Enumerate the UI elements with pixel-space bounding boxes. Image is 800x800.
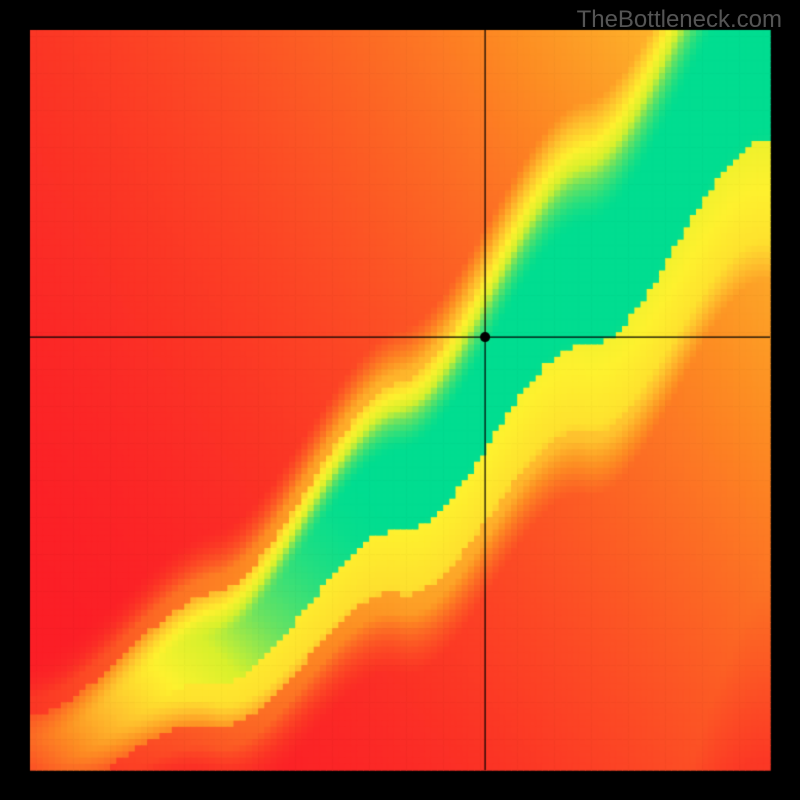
heatmap-canvas <box>0 0 800 800</box>
chart-container: TheBottleneck.com <box>0 0 800 800</box>
watermark-text: TheBottleneck.com <box>577 6 782 34</box>
